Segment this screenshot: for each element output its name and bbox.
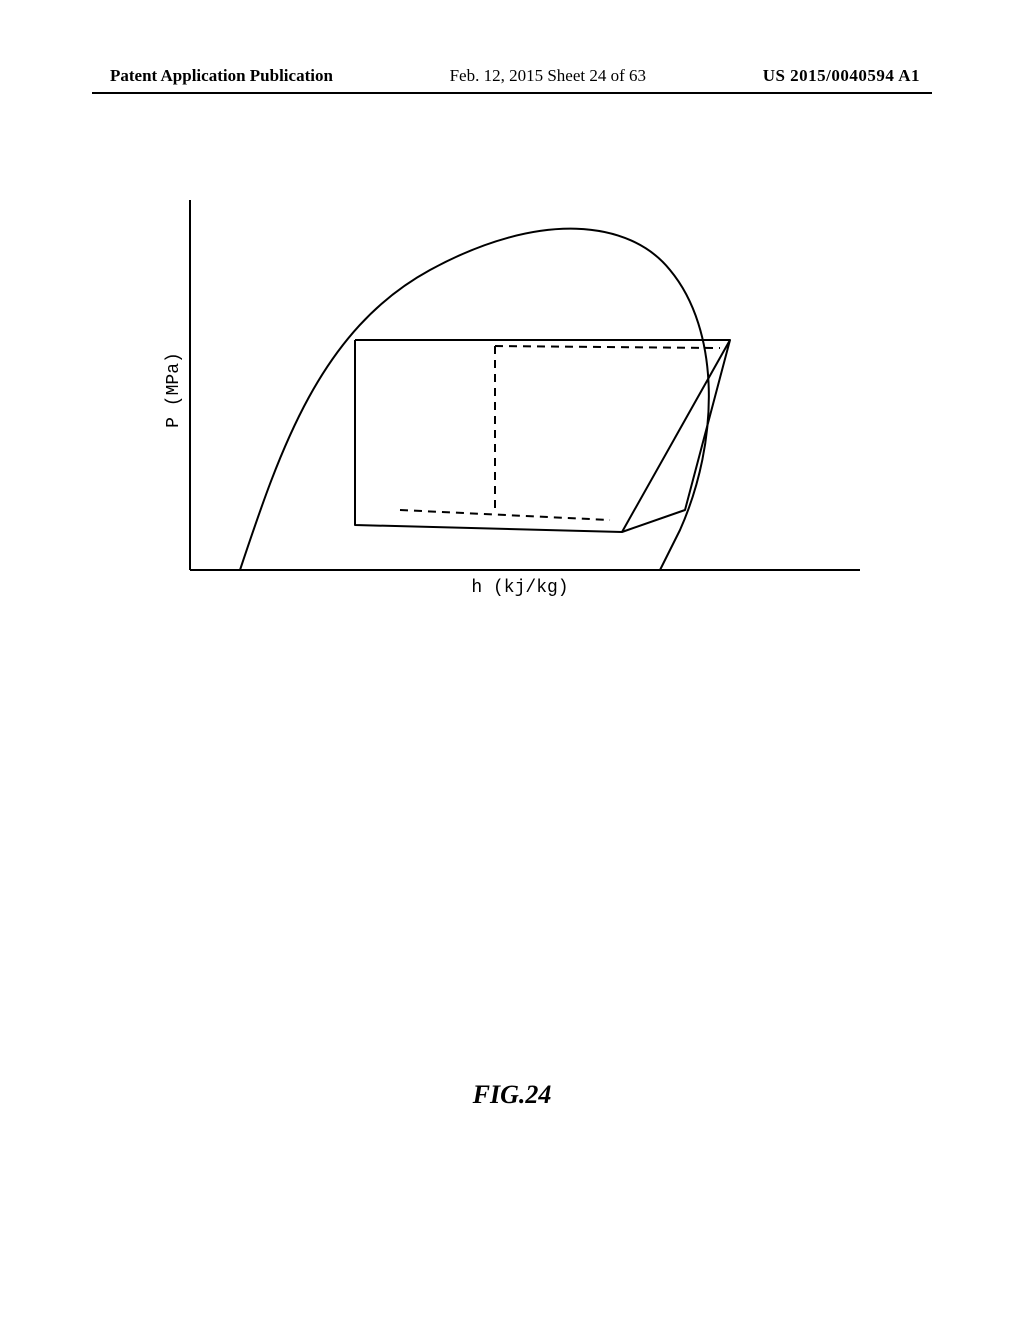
figure-caption: FIG.24 [0, 1080, 1024, 1110]
page-header: Patent Application Publication Feb. 12, … [0, 66, 1024, 86]
header-mid: Feb. 12, 2015 Sheet 24 of 63 [450, 66, 646, 86]
ph-diagram-chart: P (MPa) h (kj/kg) [160, 190, 880, 630]
header-left: Patent Application Publication [110, 66, 333, 86]
header-rule [92, 92, 932, 94]
header-right: US 2015/0040594 A1 [763, 66, 920, 86]
ph-diagram-svg: P (MPa) h (kj/kg) [160, 190, 880, 630]
svg-text:h (kj/kg): h (kj/kg) [471, 578, 568, 598]
svg-text:P (MPa): P (MPa) [164, 352, 184, 428]
